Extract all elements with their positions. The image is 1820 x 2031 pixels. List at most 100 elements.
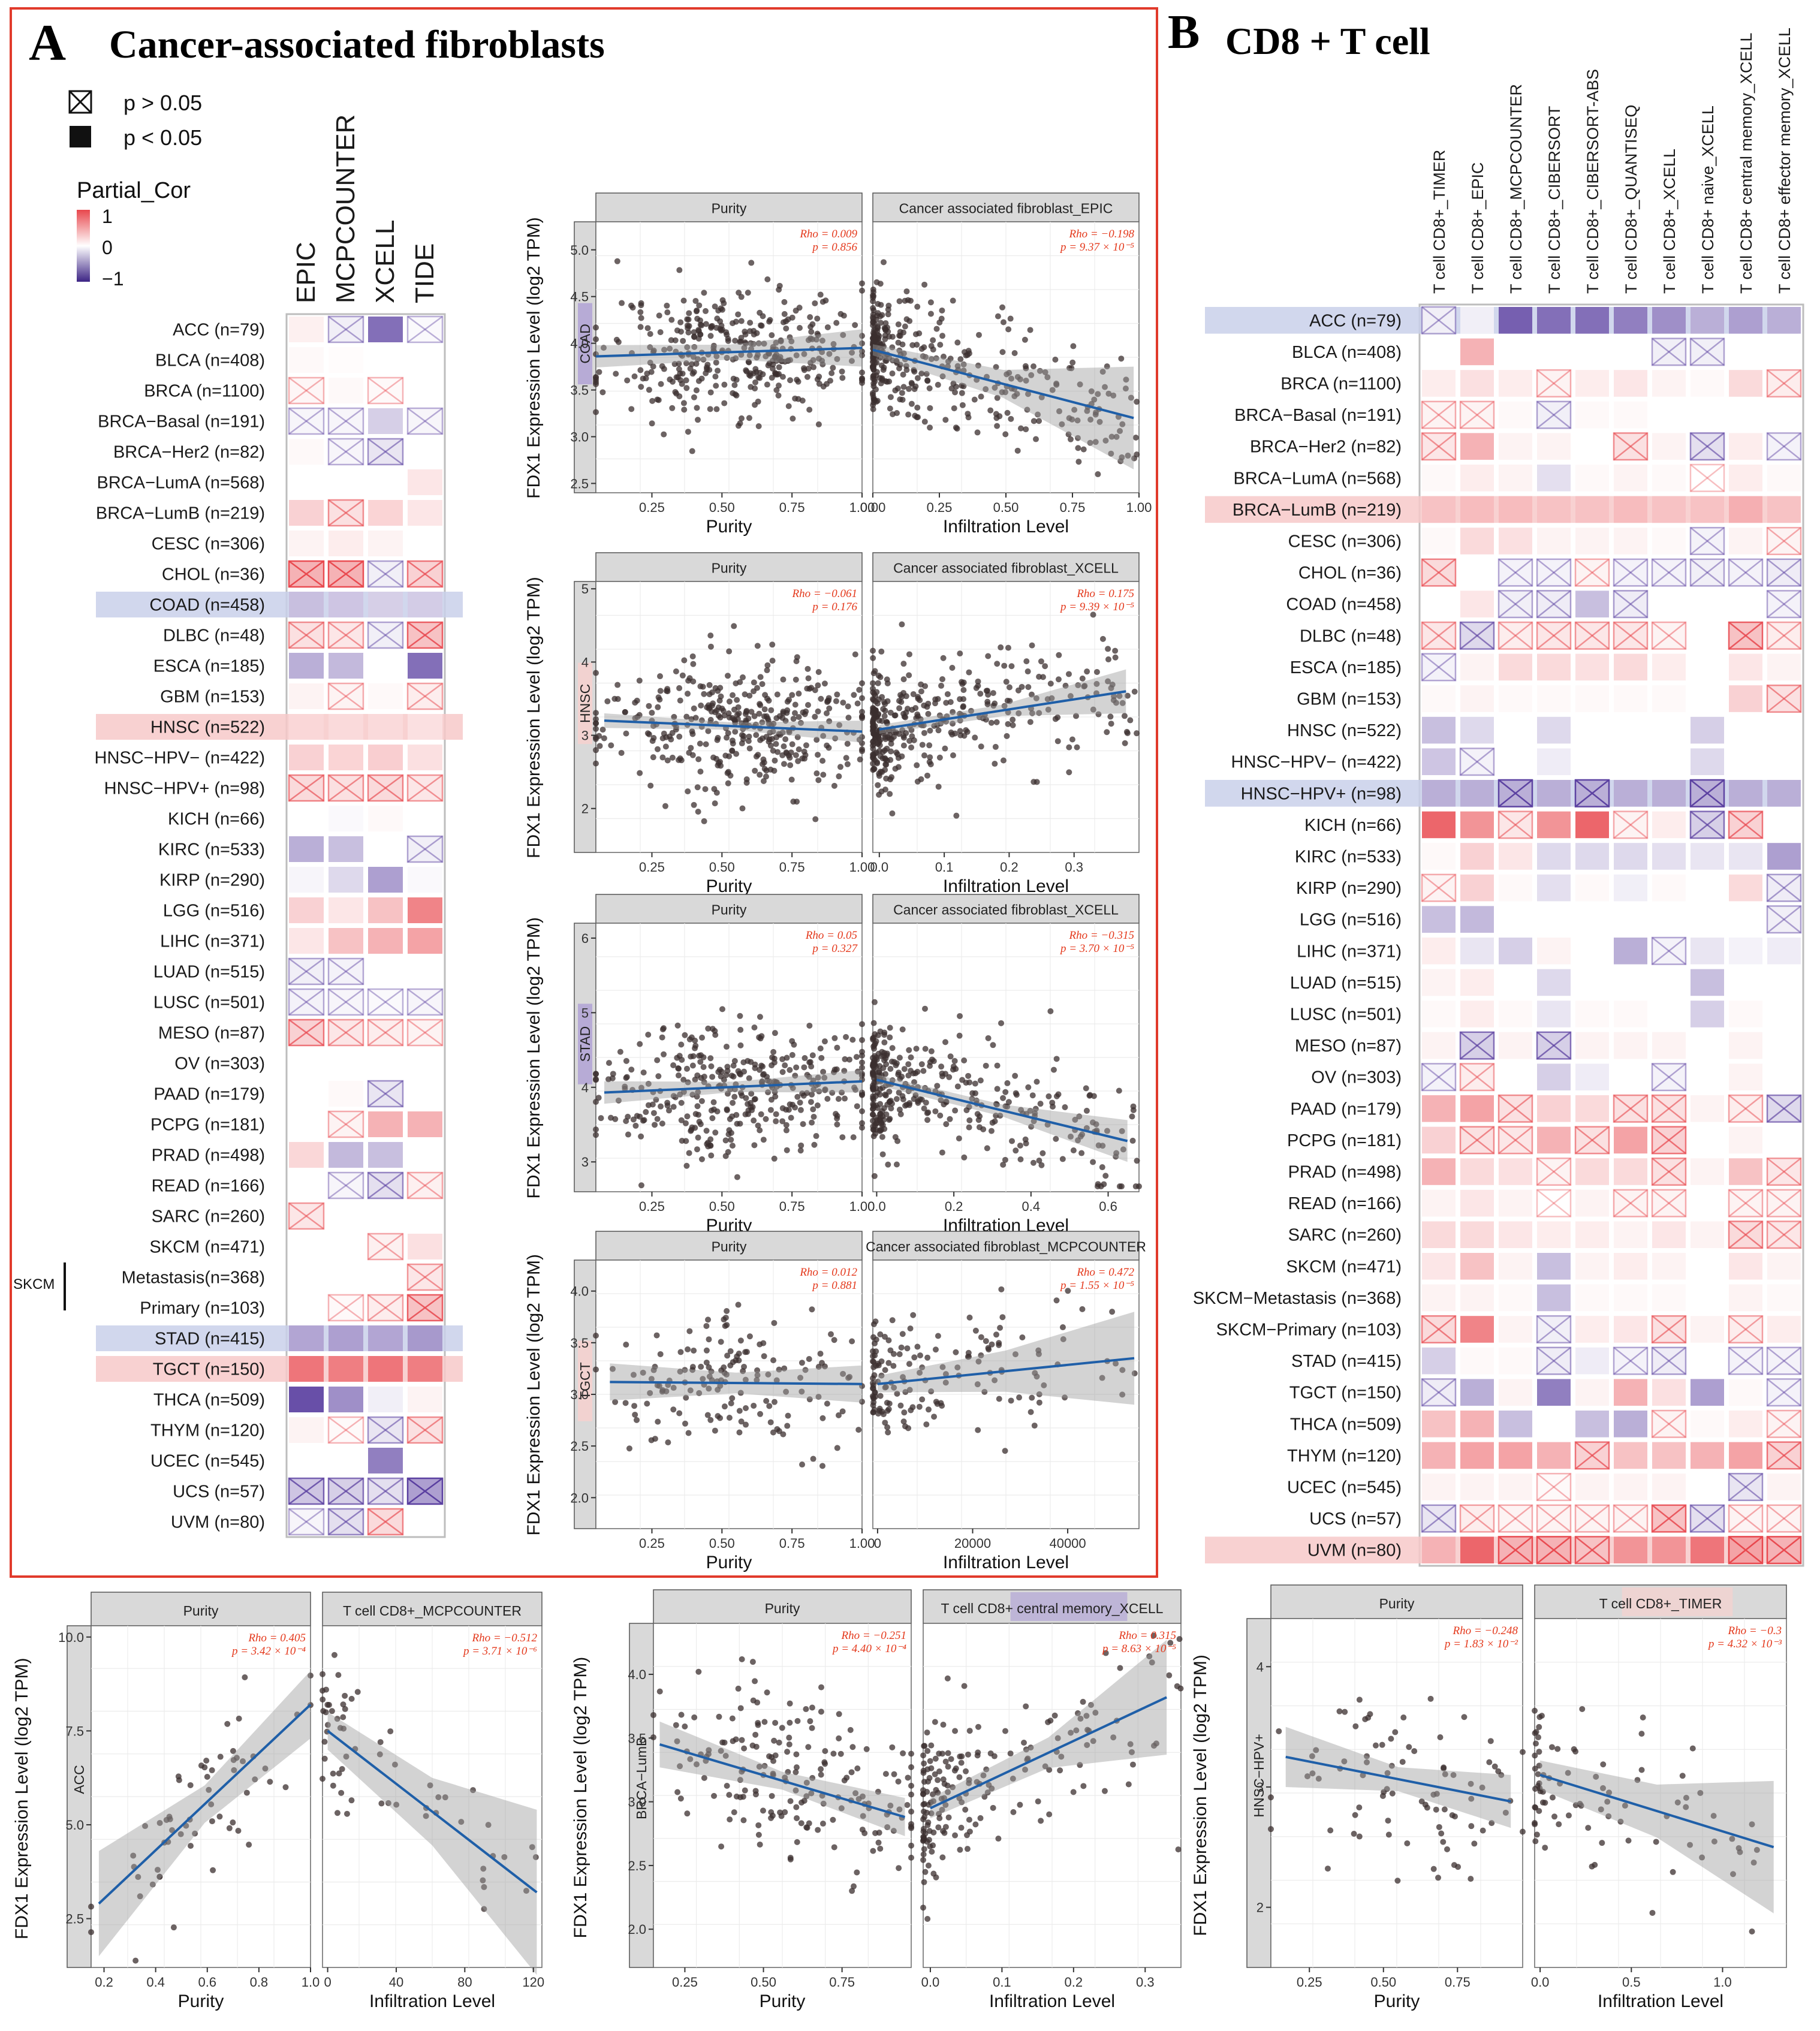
data-point [915,694,921,700]
cell-ucs-n-57-t-cell-cd8-central-memory-xcell [1728,1504,1764,1533]
data-point [637,1113,643,1120]
y-tick-label-2-0: 2.0 [628,1922,646,1937]
cell-acc-n-79-t-cell-cd8-timer [1421,306,1457,335]
data-point [711,1792,718,1799]
cell-lusc-n-501-t-cell-cd8-xcell [1652,1001,1686,1027]
data-point [1028,1123,1035,1130]
data-point [707,406,713,412]
facet-strip-purity [595,552,863,582]
data-point [1579,1705,1586,1712]
data-point [593,1077,599,1083]
data-point [795,758,801,764]
cell-primary-n-103-epic [289,1295,324,1321]
y-tick-label-4-5: 4.5 [570,290,589,305]
data-point [992,384,998,391]
data-point [778,1813,785,1819]
data-point [852,322,858,329]
data-point [1153,1740,1159,1747]
data-point [872,1318,879,1325]
data-point [818,1684,824,1691]
data-point [771,1155,778,1162]
data-point [872,1131,879,1137]
data-point [737,1337,744,1344]
data-point [855,1795,862,1802]
data-point [714,737,721,743]
cell-skcm-n-471-t-cell-cd8-timer [1422,1253,1456,1280]
data-point [908,379,915,386]
data-point [154,1867,161,1873]
data-point [674,1054,680,1061]
cell-prad-n-498-t-cell-cd8-cibersort [1536,1157,1572,1186]
data-point [729,1143,736,1149]
data-point [870,364,876,371]
cancer-label-hnsc-hpv: HNSC−HPV+ [1251,1734,1267,1817]
cell-luad-n-515-t-cell-cd8-xcell [1652,969,1686,996]
data-point [920,1857,927,1863]
data-point [1520,1749,1526,1755]
data-point [927,299,934,306]
data-point [1084,1726,1091,1733]
data-point [1436,1824,1442,1830]
data-point [939,1149,945,1156]
row-label-kich-n-66: KICH (n=66) [168,810,265,829]
data-point [470,1787,477,1794]
ns-cross-b-pcpg-n-181-2 [1498,1126,1533,1155]
data-point [1502,1809,1509,1816]
data-point [1131,455,1138,462]
data-point [918,370,925,377]
ns-cross-b-meso-n-87-3 [407,1018,443,1047]
data-point [1392,1729,1399,1735]
data-point [1121,713,1128,719]
data-point [607,1114,614,1121]
data-point [963,727,969,733]
data-point [681,657,688,664]
data-point [751,679,757,686]
data-point [1004,409,1011,416]
ns-cross-b-ucs-n-57-1 [1460,1504,1494,1533]
data-point [1018,1107,1024,1113]
ns-cross-b-thca-n-509-6 [1652,1410,1686,1438]
data-point [718,1367,725,1374]
data-point [922,1084,929,1091]
data-point [721,381,728,388]
cell-prad-n-498-epic [289,1142,324,1168]
cell-thca-n-509-t-cell-cd8-cibersort-abs [1575,1411,1609,1438]
y-tick-label-3-5: 3.5 [570,1336,589,1351]
data-point [169,1827,176,1833]
cell-skcm-n-471-t-cell-cd8-effector-memory-xcell [1767,1253,1801,1280]
data-point [682,1367,688,1373]
data-point [737,1013,743,1019]
data-point [725,1131,732,1138]
data-point [935,727,942,734]
data-point [342,1692,348,1699]
data-point [820,383,827,390]
data-point [163,1816,170,1823]
data-point [676,685,683,691]
data-point [601,735,607,742]
data-point [698,322,705,329]
data-point [805,1744,812,1750]
data-point [806,1396,813,1403]
data-point [1007,315,1014,322]
x-tick-label-0-2: 0.2 [1065,1975,1083,1990]
data-point [836,722,843,728]
data-point [687,1756,694,1762]
cell-paad-n-179-t-cell-cd8-cibersort-abs [1575,1095,1609,1122]
data-point [954,339,961,346]
panel-a-frame [10,7,1158,1578]
data-point [843,755,849,761]
cell-pcpg-n-181-mcpcounter [327,1110,364,1138]
data-point [921,1760,927,1767]
row-label-lusc-n-501: LUSC (n=501) [1290,1005,1402,1024]
data-point [987,407,994,414]
cell-coad-n-458-epic [289,592,324,617]
row-label-kirp-n-290: KIRP (n=290) [1296,879,1402,898]
data-point [769,1812,776,1819]
data-point [715,367,721,374]
data-point [952,1107,959,1114]
row-label-dlbc-n-48: DLBC (n=48) [163,626,265,646]
data-point [883,719,890,725]
data-point [849,349,855,356]
data-point [1087,1702,1094,1708]
cell-ov-n-303-t-cell-cd8-cibersort-abs [1575,1063,1609,1090]
